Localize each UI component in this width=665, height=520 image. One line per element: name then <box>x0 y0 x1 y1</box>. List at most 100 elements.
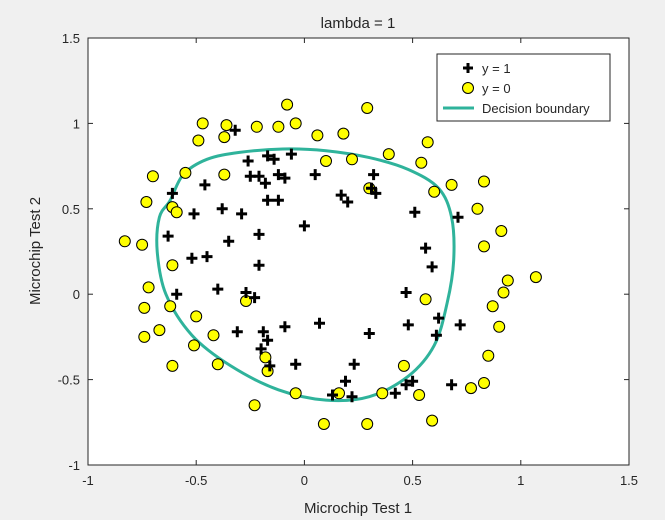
decision-boundary-curve <box>155 147 456 403</box>
y1-point <box>212 283 224 295</box>
y1-point <box>370 187 382 199</box>
y1-point <box>420 242 432 254</box>
y0-point <box>281 98 294 111</box>
y1-point <box>264 360 276 372</box>
y1-point <box>407 375 419 387</box>
y0-point <box>142 281 155 294</box>
y1-point <box>309 169 321 181</box>
y0-point <box>478 175 490 188</box>
y1-point <box>409 206 421 218</box>
y0-point <box>471 202 484 215</box>
y1-point <box>342 196 354 208</box>
y0-point <box>289 117 302 130</box>
y1-point <box>298 220 310 232</box>
y0-point <box>317 418 330 430</box>
y0-point <box>166 259 179 272</box>
y1-point <box>162 230 174 242</box>
y0-point <box>248 399 261 412</box>
x-tick-label: -0.5 <box>185 473 207 488</box>
y0-point <box>311 129 324 142</box>
y1-point <box>262 334 274 346</box>
y1-point <box>223 235 235 247</box>
y-tick-label: -0.5 <box>58 373 80 388</box>
y0-point <box>320 155 332 167</box>
y-tick-label: 1.5 <box>62 31 80 46</box>
y0-point <box>170 206 183 219</box>
y0-point <box>164 300 177 313</box>
y0-point <box>421 136 434 149</box>
y1-point <box>327 389 338 401</box>
y0-point <box>250 120 263 133</box>
y1-point <box>279 321 291 333</box>
y1-point <box>262 194 274 206</box>
y0-point <box>482 349 495 362</box>
y1-point <box>430 329 442 341</box>
x-tick-label: 0 <box>301 473 308 488</box>
y1-point <box>229 124 241 136</box>
legend-marker-y1 <box>463 63 473 73</box>
y0-point <box>333 387 345 400</box>
y-tick-label: 0.5 <box>62 202 80 217</box>
y1-point <box>262 150 274 162</box>
y1-point <box>231 326 243 338</box>
y1-point <box>454 319 466 331</box>
y-tick-label: -1 <box>68 458 80 473</box>
y0-point <box>376 387 389 400</box>
y1-point <box>166 187 178 199</box>
y0-point <box>478 377 490 389</box>
y1-point <box>244 170 256 182</box>
y-axis-label: Microchip Test 2 <box>27 197 44 305</box>
y0-point <box>397 359 410 372</box>
y1-points-layer <box>162 124 466 403</box>
y1-point <box>290 358 302 370</box>
y0-point <box>426 414 439 427</box>
y1-point <box>348 358 360 370</box>
y0-point <box>140 196 153 208</box>
y1-point <box>335 189 347 201</box>
y1-point <box>216 203 228 215</box>
y0-point <box>493 320 506 333</box>
y1-point <box>285 148 297 160</box>
y1-point <box>257 326 269 338</box>
y0-point <box>220 119 233 132</box>
y1-point <box>368 169 380 181</box>
y1-point <box>400 287 412 298</box>
y0-point <box>529 271 542 284</box>
y1-point <box>201 251 213 263</box>
y0-point <box>419 293 432 306</box>
x-axis-label: Microchip Test 1 <box>304 500 412 517</box>
y1-point <box>171 288 183 300</box>
y0-point <box>382 148 395 161</box>
y0-point <box>118 235 131 248</box>
chart-title: lambda = 1 <box>321 15 396 32</box>
y1-point <box>426 261 438 273</box>
y1-point <box>452 211 464 223</box>
y1-point <box>433 312 445 324</box>
y0-point <box>486 300 499 313</box>
y0-point <box>428 185 441 198</box>
y1-point <box>249 292 261 304</box>
y0-point <box>146 170 159 183</box>
y0-point <box>207 329 220 342</box>
y0-point <box>415 156 428 169</box>
y-tick-label: 0 <box>73 287 80 302</box>
y1-point <box>236 208 248 220</box>
y0-point <box>346 153 358 166</box>
y0-point <box>136 238 149 251</box>
y1-point <box>188 208 200 220</box>
y1-point <box>253 228 265 240</box>
y1-point <box>259 177 271 189</box>
y0-point <box>465 382 477 395</box>
y1-point <box>240 287 252 298</box>
y0-point <box>190 310 203 323</box>
legend: y = 1 y = 0 Decision boundary <box>436 53 611 122</box>
decision-boundary-layer <box>155 147 456 403</box>
legend-label-boundary: Decision boundary <box>482 101 590 116</box>
y0-point <box>218 168 231 181</box>
y0-point <box>138 301 151 314</box>
y1-point <box>199 179 211 191</box>
y0-point <box>337 127 350 140</box>
y1-point <box>400 379 412 391</box>
x-tick-label: 0.5 <box>404 473 422 488</box>
